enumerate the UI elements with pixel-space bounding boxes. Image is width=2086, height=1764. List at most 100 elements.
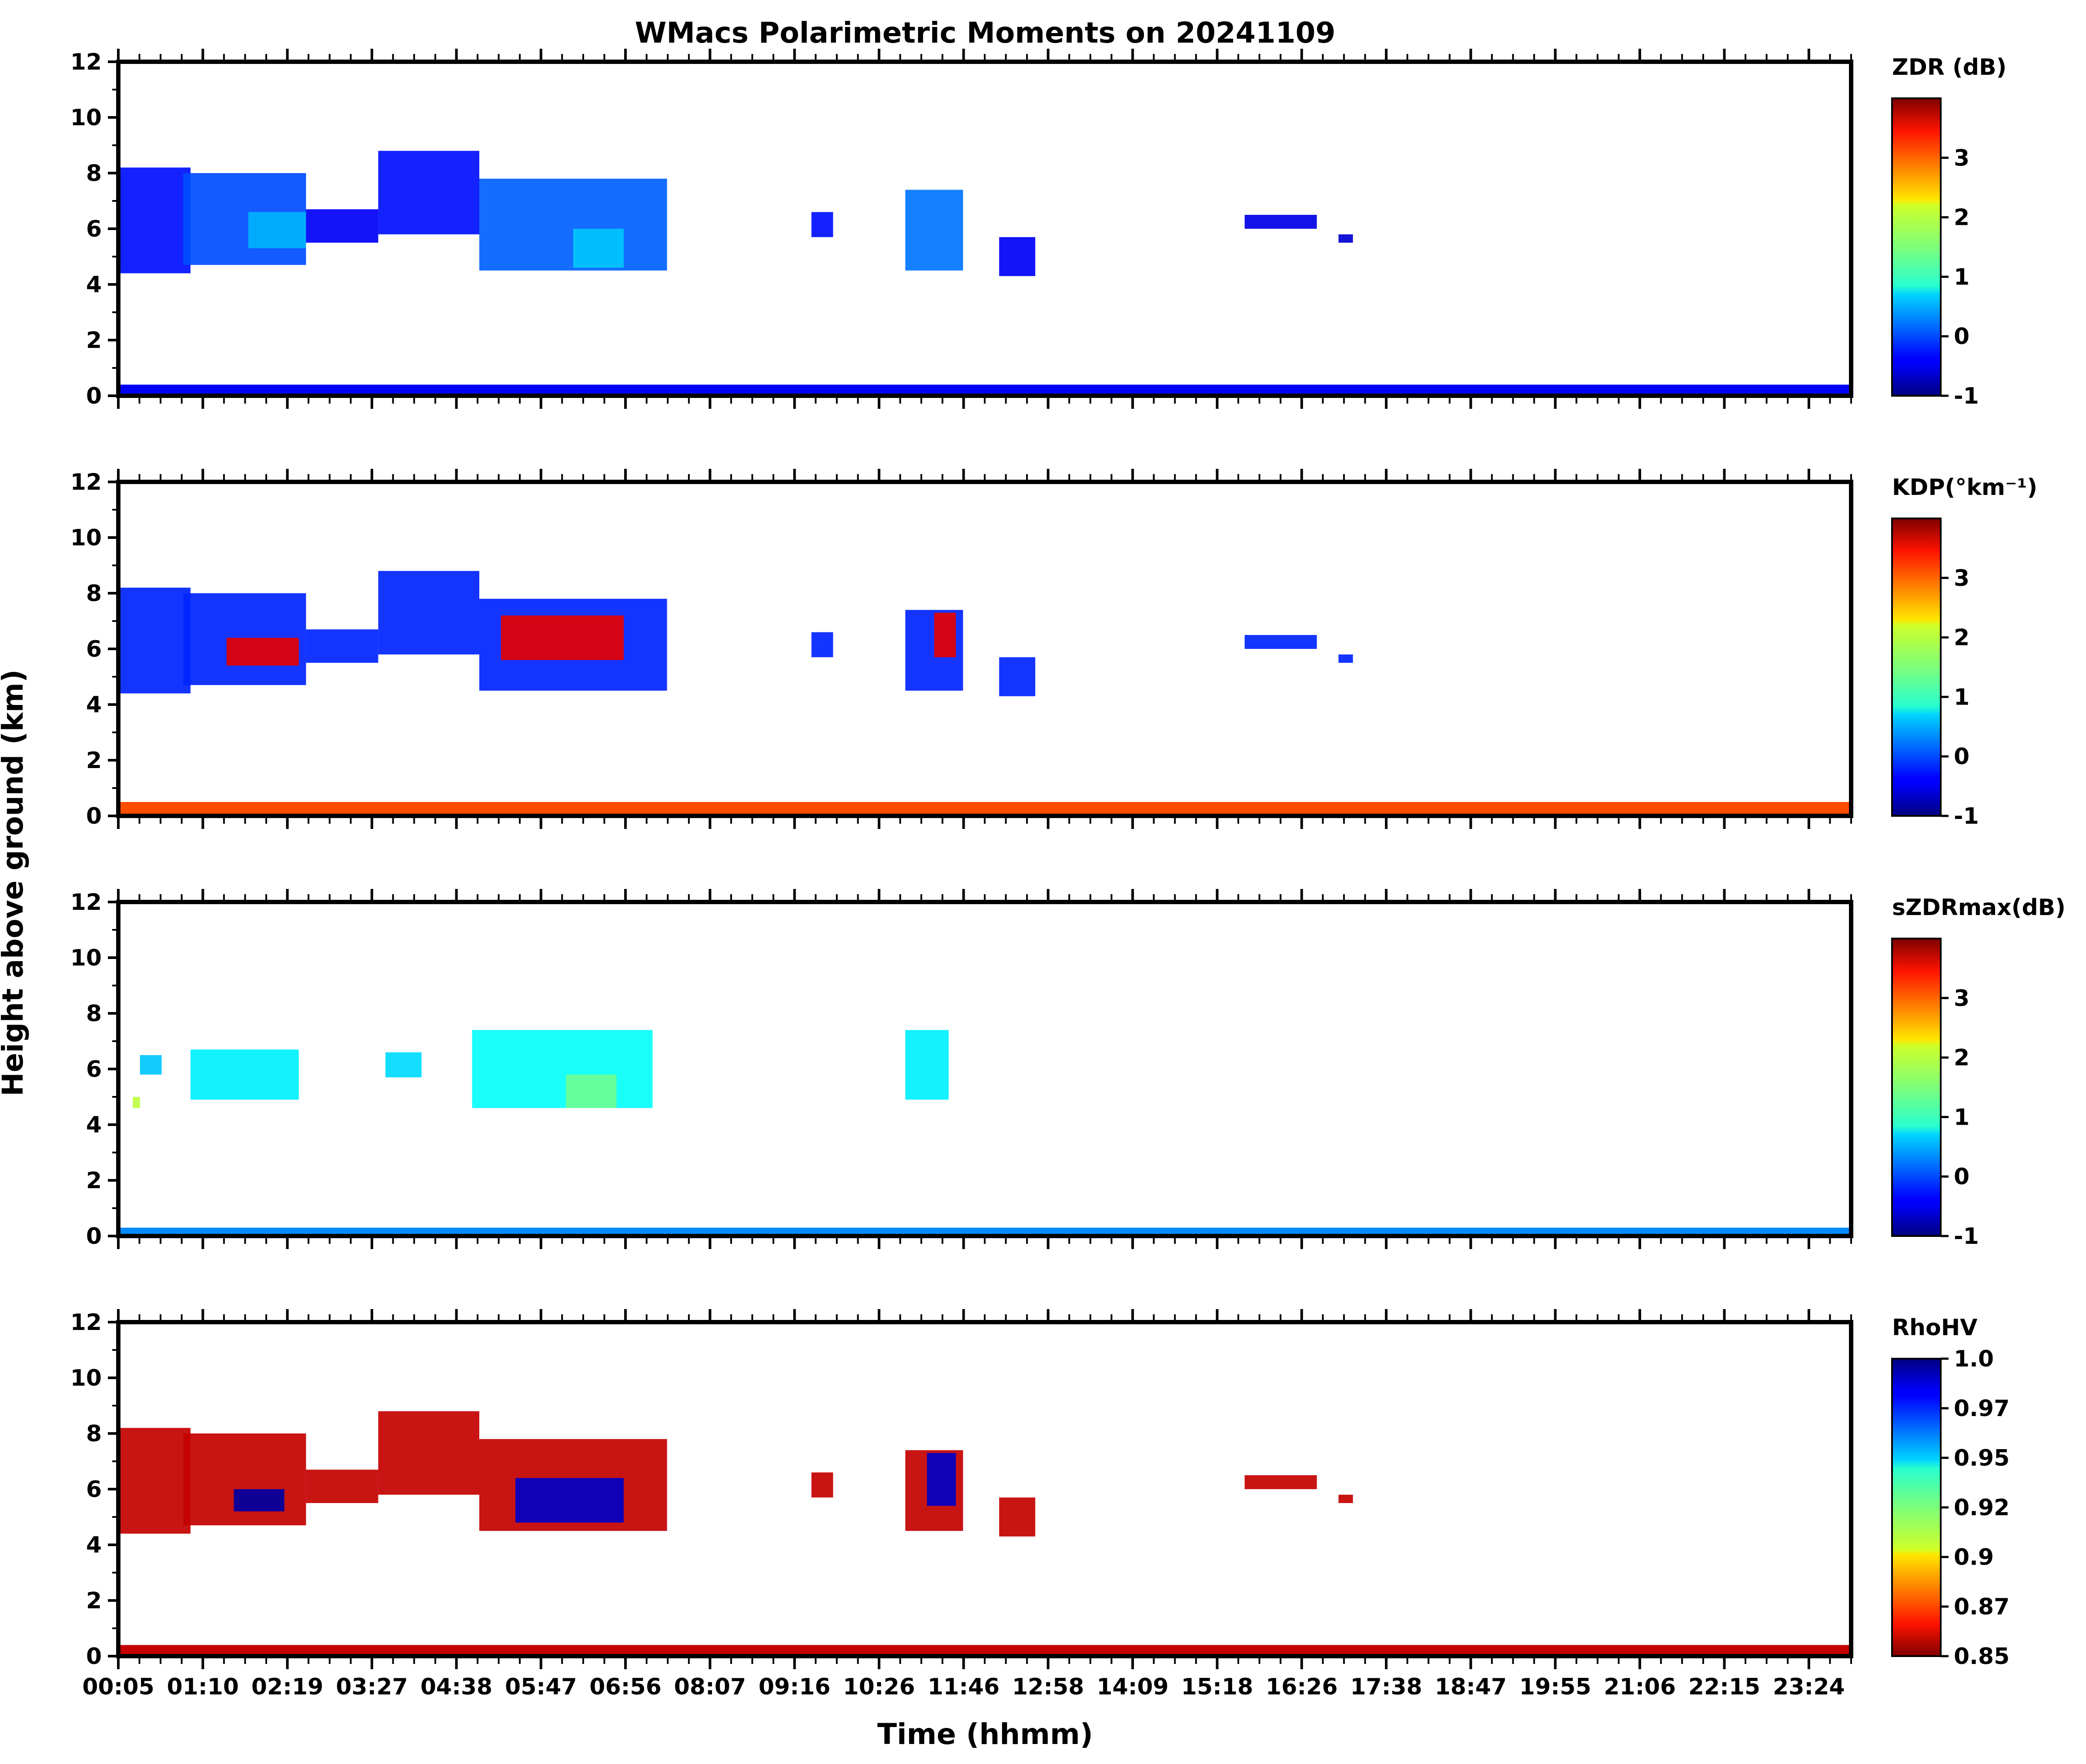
echo-region (227, 638, 299, 666)
echo-region (811, 212, 833, 237)
echo-region (811, 1472, 833, 1498)
x-tick-label: 22:15 (1688, 1674, 1761, 1700)
colorbar-tick-label: 0 (1954, 324, 1969, 350)
colorbar-tick-label: 1.0 (1954, 1346, 1994, 1372)
ground-clutter-band (118, 802, 1851, 816)
y-tick-label: 10 (70, 1365, 102, 1391)
x-axis-label: Time (hhmm) (877, 1717, 1093, 1751)
echo-region (927, 1453, 956, 1506)
echo-region (118, 1428, 191, 1534)
colorbar-tick-label: 2 (1954, 1045, 1969, 1071)
echo-region (378, 150, 479, 234)
echo-region (905, 1030, 949, 1100)
echo-region (1244, 635, 1317, 649)
colorbar-tick-label: 1 (1954, 684, 1969, 710)
echo-region (1338, 654, 1353, 663)
echo-region (1244, 215, 1317, 229)
echo-region (472, 1030, 653, 1108)
x-tick-label: 08:07 (674, 1674, 746, 1700)
colorbar-tick-label: 0 (1954, 1164, 1969, 1190)
colorbar-label: RhoHV (1892, 1315, 1978, 1341)
echo-region (811, 632, 833, 658)
y-tick-label: 0 (86, 1644, 102, 1670)
echo-region (118, 588, 191, 694)
colorbar-tick-label: 1 (1954, 264, 1969, 290)
colorbar-tick-label: 0.97 (1954, 1396, 2009, 1422)
colorbar-tick-label: 3 (1954, 565, 1969, 591)
x-tick-label: 21:06 (1604, 1674, 1676, 1700)
echo-region (378, 1411, 479, 1495)
colorbar (1891, 518, 1942, 817)
echo-region (1338, 234, 1353, 243)
y-tick-label: 0 (86, 383, 102, 409)
y-tick-label: 4 (86, 272, 102, 298)
x-tick-label: 09:16 (759, 1674, 831, 1700)
plot-area-3 (118, 902, 1851, 1236)
echo-region (999, 237, 1036, 276)
x-tick-label: 19:55 (1519, 1674, 1591, 1700)
y-tick-label: 10 (70, 105, 102, 131)
y-tick-label: 10 (70, 525, 102, 551)
echo-region (1244, 1475, 1317, 1489)
echo-region (191, 1049, 299, 1100)
y-tick-label: 6 (86, 1056, 102, 1082)
echo-region (140, 1055, 162, 1075)
x-tick-label: 02:19 (251, 1674, 324, 1700)
x-tick-label: 06:56 (589, 1674, 662, 1700)
x-tick-label: 23:24 (1773, 1674, 1845, 1700)
echo-region (385, 1052, 422, 1078)
x-tick-label: 04:38 (421, 1674, 493, 1700)
y-axis-label: Height above ground (km) (0, 669, 30, 1096)
y-tick-label: 6 (86, 1477, 102, 1503)
colorbar-tick-label: 2 (1954, 625, 1969, 651)
echo-region (248, 212, 306, 248)
colorbar-tick-label: 0.9 (1954, 1544, 1994, 1570)
colorbar-tick-label: 1 (1954, 1104, 1969, 1130)
echo-region (183, 1433, 306, 1526)
x-tick-label: 05:47 (505, 1674, 577, 1700)
y-tick-label: 8 (86, 160, 102, 187)
echo-region (133, 1097, 140, 1108)
x-tick-label: 12:58 (1012, 1674, 1084, 1700)
colorbar-tick-label: 0.95 (1954, 1445, 2009, 1471)
colorbar-label: KDP(°km⁻¹) (1892, 474, 2037, 501)
echo-region (501, 615, 624, 660)
y-tick-label: 8 (86, 1001, 102, 1027)
x-tick-label: 11:46 (928, 1674, 1000, 1700)
echo-region (515, 1478, 624, 1523)
colorbar-label: sZDRmax(dB) (1892, 895, 2066, 921)
colorbar-tick-label: -1 (1954, 1223, 1979, 1250)
x-tick-label: 10:26 (843, 1674, 915, 1700)
echo-region (905, 190, 963, 271)
echo-region (378, 571, 479, 655)
y-tick-label: 0 (86, 1223, 102, 1250)
colorbar (1891, 97, 1942, 397)
echo-region (573, 229, 624, 268)
colorbar (1891, 1358, 1942, 1657)
colorbar-tick-label: -1 (1954, 803, 1979, 829)
y-tick-label: 2 (86, 327, 102, 354)
colorbar-tick-label: 0 (1954, 744, 1969, 770)
echo-region (306, 1470, 378, 1503)
x-tick-label: 00:05 (82, 1674, 154, 1700)
chart-title: WMacs Polarimetric Moments on 20241109 (635, 16, 1336, 50)
y-tick-label: 12 (70, 1310, 102, 1336)
y-tick-label: 4 (86, 1532, 102, 1558)
y-tick-label: 8 (86, 1421, 102, 1447)
x-tick-label: 03:27 (336, 1674, 408, 1700)
echo-region (999, 657, 1036, 696)
colorbar (1891, 938, 1942, 1237)
colorbar-label: ZDR (dB) (1892, 54, 2006, 80)
echo-region (999, 1497, 1036, 1537)
colorbar-tick-label: 3 (1954, 986, 1969, 1012)
echo-region (934, 612, 956, 658)
x-tick-label: 16:26 (1266, 1674, 1338, 1700)
y-tick-label: 12 (70, 49, 102, 75)
x-tick-label: 14:09 (1096, 1674, 1169, 1700)
y-tick-label: 12 (70, 469, 102, 495)
echo-region (306, 629, 378, 663)
y-tick-label: 12 (70, 889, 102, 915)
y-tick-label: 2 (86, 748, 102, 774)
colorbar-tick-label: 0.92 (1954, 1495, 2009, 1521)
